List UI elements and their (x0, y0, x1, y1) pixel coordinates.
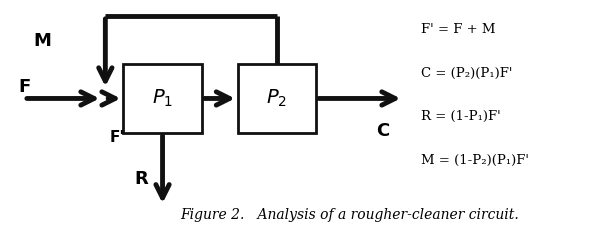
Text: M = (1-P₂)(P₁)F': M = (1-P₂)(P₁)F' (421, 154, 529, 167)
Text: F' = F + M: F' = F + M (421, 23, 496, 36)
Text: M: M (33, 32, 51, 50)
Text: F': F' (110, 130, 125, 145)
Text: C: C (376, 122, 389, 139)
Text: Figure 2.   Analysis of a rougher-cleaner circuit.: Figure 2. Analysis of a rougher-cleaner … (181, 208, 520, 222)
Text: $\mathbf{\mathit{P_2}}$: $\mathbf{\mathit{P_2}}$ (267, 88, 287, 109)
Text: R: R (135, 170, 148, 188)
Text: C = (P₂)(P₁)F': C = (P₂)(P₁)F' (421, 67, 513, 80)
Text: R = (1-P₁)F': R = (1-P₁)F' (421, 110, 501, 123)
Bar (123, 64, 202, 133)
Text: F: F (18, 78, 30, 96)
Bar (238, 64, 316, 133)
Text: $\mathbf{\mathit{P_1}}$: $\mathbf{\mathit{P_1}}$ (152, 88, 173, 109)
